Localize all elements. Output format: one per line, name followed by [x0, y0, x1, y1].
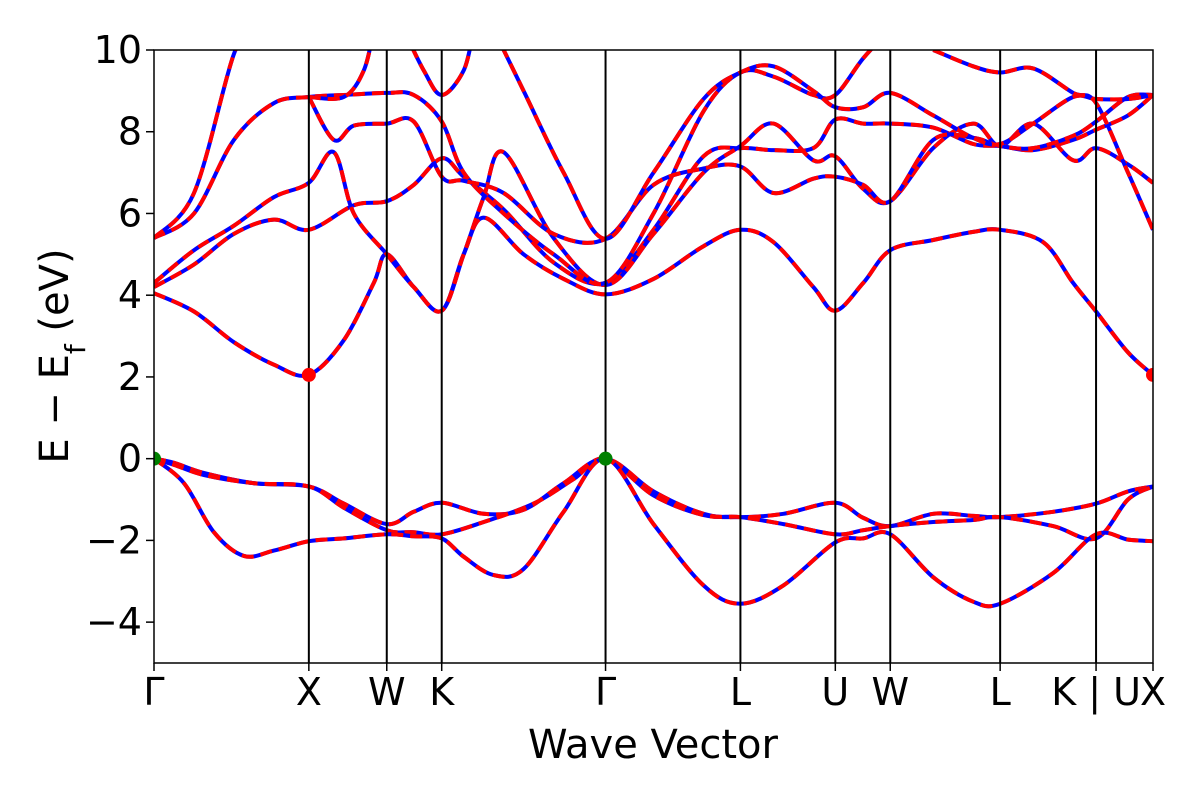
y-tick-label-6: 8	[118, 110, 142, 154]
band-5-spin-down	[154, 93, 1153, 289]
band-9-spin-up	[307, 92, 1153, 245]
y-axis-label-subscript: f	[59, 343, 92, 354]
x-tick-label-10: X	[1140, 670, 1166, 714]
x-tick-label-2: W	[368, 670, 406, 714]
band-11-spin-up	[411, 50, 472, 98]
band-3-spin-up	[154, 456, 1153, 609]
x-tick-label-6: U	[821, 670, 849, 714]
x-tick-label-3: K	[429, 670, 455, 714]
cbm-marker-3	[1146, 367, 1153, 382]
y-tick-label-0: −4	[86, 600, 142, 644]
band-4-spin-up	[154, 215, 1153, 378]
x-tick-label-0: Γ	[143, 670, 164, 714]
vbm-marker-1	[598, 451, 613, 466]
x-tick-label-4: Γ	[595, 670, 616, 714]
band-8-spin-down	[154, 50, 238, 240]
y-tick-label-3: 2	[118, 355, 142, 399]
band-2-spin-up	[154, 456, 1153, 542]
vbm-marker-0	[154, 451, 161, 466]
y-tick-label-1: −2	[86, 518, 142, 562]
band-9-spin-down	[307, 92, 1153, 245]
plot-frame	[153, 49, 1154, 664]
band-edge-markers	[154, 367, 1153, 466]
y-tick-label-7: 10	[94, 28, 142, 72]
x-tick-label-8: L	[990, 670, 1011, 714]
y-tick-label-5: 6	[118, 191, 142, 235]
band-5-spin-up	[154, 93, 1153, 289]
cbm-marker-2	[301, 367, 316, 382]
x-tick-label-9: K | U	[1051, 670, 1141, 715]
y-tick-label-2: 0	[118, 437, 142, 481]
x-axis-label: Wave Vector	[528, 722, 779, 768]
band-3-spin-down	[154, 456, 1153, 609]
x-tick-label-1: X	[296, 670, 322, 714]
kpoint-lines	[307, 50, 1098, 663]
band-4-spin-down	[154, 215, 1153, 378]
band-7-spin-down	[154, 50, 874, 287]
band-12-spin-down	[501, 50, 1153, 241]
band-10-spin-up	[308, 50, 372, 101]
y-axis-ticks: −4 −2 0 2 4 6 8 10	[86, 28, 154, 644]
bands-layer	[154, 50, 1153, 609]
y-axis-label: E − Ef (eV)	[32, 248, 92, 463]
band-13-spin-down	[932, 50, 1153, 231]
y-tick-label-4: 4	[118, 273, 142, 317]
x-tick-label-5: L	[730, 670, 751, 714]
band-11-spin-down	[411, 50, 472, 98]
x-tick-label-7: W	[871, 670, 909, 714]
